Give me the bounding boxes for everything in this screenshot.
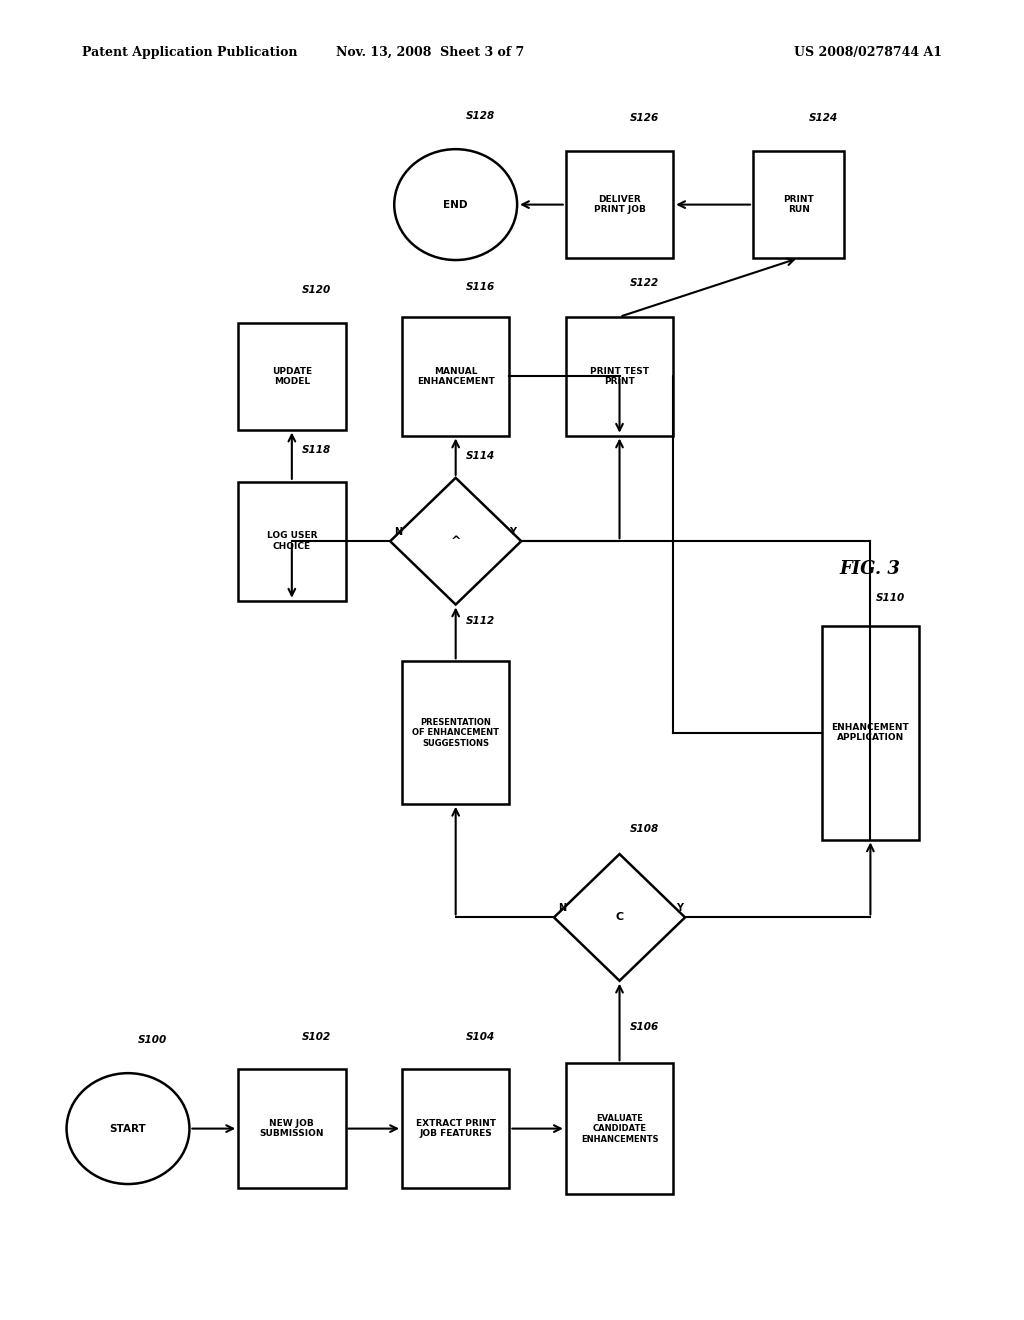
FancyBboxPatch shape xyxy=(753,152,845,259)
Ellipse shape xyxy=(394,149,517,260)
Text: S100: S100 xyxy=(138,1035,168,1045)
Text: START: START xyxy=(110,1123,146,1134)
Polygon shape xyxy=(390,478,521,605)
FancyBboxPatch shape xyxy=(822,626,919,840)
Text: US 2008/0278744 A1: US 2008/0278744 A1 xyxy=(794,46,942,59)
FancyBboxPatch shape xyxy=(401,661,510,804)
Text: S120: S120 xyxy=(302,285,332,296)
Text: PRINT
RUN: PRINT RUN xyxy=(783,195,814,214)
Text: Y: Y xyxy=(509,527,516,537)
FancyBboxPatch shape xyxy=(238,1069,345,1188)
Text: S102: S102 xyxy=(302,1032,332,1043)
Text: UPDATE
MODEL: UPDATE MODEL xyxy=(271,367,312,385)
Text: PRINT TEST
PRINT: PRINT TEST PRINT xyxy=(590,367,649,385)
FancyBboxPatch shape xyxy=(401,1069,510,1188)
Text: S122: S122 xyxy=(630,279,659,289)
Text: ^: ^ xyxy=(451,535,461,548)
Text: S114: S114 xyxy=(466,451,496,462)
FancyBboxPatch shape xyxy=(238,323,345,430)
FancyBboxPatch shape xyxy=(565,1064,674,1193)
Text: S128: S128 xyxy=(466,111,496,121)
Text: FIG. 3: FIG. 3 xyxy=(840,560,900,578)
FancyBboxPatch shape xyxy=(565,152,674,259)
Text: S116: S116 xyxy=(466,282,496,293)
Text: N: N xyxy=(394,527,402,537)
Ellipse shape xyxy=(67,1073,189,1184)
Text: Nov. 13, 2008  Sheet 3 of 7: Nov. 13, 2008 Sheet 3 of 7 xyxy=(336,46,524,59)
Text: ENHANCEMENT
APPLICATION: ENHANCEMENT APPLICATION xyxy=(831,723,909,742)
Text: Y: Y xyxy=(676,903,683,913)
Text: S106: S106 xyxy=(630,1022,659,1032)
Text: S126: S126 xyxy=(630,114,659,124)
Text: LOG USER
CHOICE: LOG USER CHOICE xyxy=(266,532,317,550)
Text: S112: S112 xyxy=(466,616,496,627)
Text: S108: S108 xyxy=(630,824,659,834)
Text: N: N xyxy=(558,903,566,913)
Text: C: C xyxy=(615,912,624,923)
Text: S124: S124 xyxy=(809,114,839,124)
Text: END: END xyxy=(443,199,468,210)
FancyBboxPatch shape xyxy=(401,317,510,436)
Text: S110: S110 xyxy=(876,593,905,603)
Text: S118: S118 xyxy=(302,445,332,455)
FancyBboxPatch shape xyxy=(238,482,345,601)
Text: MANUAL
ENHANCEMENT: MANUAL ENHANCEMENT xyxy=(417,367,495,385)
Text: Patent Application Publication: Patent Application Publication xyxy=(82,46,297,59)
Text: NEW JOB
SUBMISSION: NEW JOB SUBMISSION xyxy=(260,1119,324,1138)
Polygon shape xyxy=(554,854,685,981)
Text: EVALUATE
CANDIDATE
ENHANCEMENTS: EVALUATE CANDIDATE ENHANCEMENTS xyxy=(581,1114,658,1143)
Text: S104: S104 xyxy=(466,1032,496,1043)
Text: PRESENTATION
OF ENHANCEMENT
SUGGESTIONS: PRESENTATION OF ENHANCEMENT SUGGESTIONS xyxy=(413,718,499,747)
Text: EXTRACT PRINT
JOB FEATURES: EXTRACT PRINT JOB FEATURES xyxy=(416,1119,496,1138)
FancyBboxPatch shape xyxy=(565,317,674,436)
Text: DELIVER
PRINT JOB: DELIVER PRINT JOB xyxy=(594,195,645,214)
